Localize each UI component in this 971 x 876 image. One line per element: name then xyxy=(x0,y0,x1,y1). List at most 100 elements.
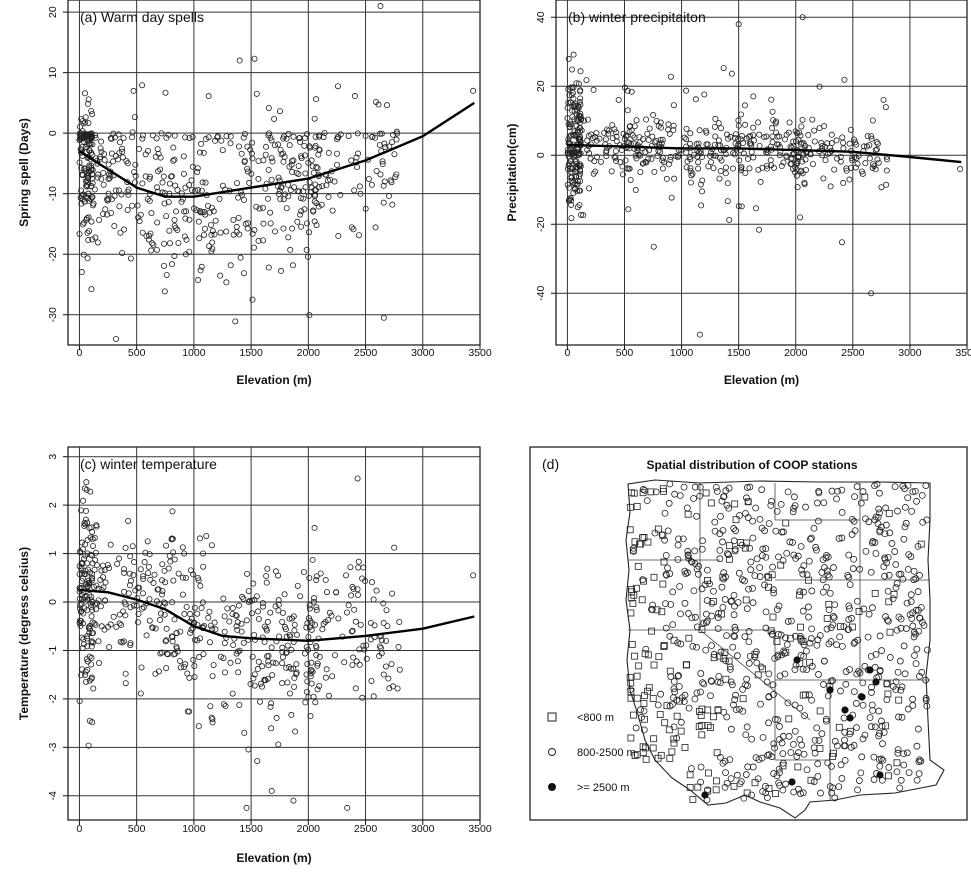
data-point xyxy=(279,680,286,687)
data-point xyxy=(208,231,215,238)
station-mid xyxy=(815,489,823,497)
station-mid xyxy=(627,686,634,694)
station-mid xyxy=(714,625,722,633)
station-mid xyxy=(746,483,754,491)
station-mid xyxy=(857,499,865,507)
data-point xyxy=(259,603,266,610)
data-point xyxy=(251,671,258,678)
data-point xyxy=(263,579,270,586)
station-mid xyxy=(922,676,930,684)
data-point xyxy=(119,148,126,155)
data-point xyxy=(697,150,704,157)
station-low xyxy=(640,700,648,707)
data-point xyxy=(139,180,146,187)
data-point xyxy=(107,621,114,628)
station-mid xyxy=(904,565,912,573)
station-low xyxy=(633,503,641,510)
station-mid xyxy=(661,509,669,517)
station-mid xyxy=(665,499,673,507)
data-point xyxy=(78,672,85,679)
station-mid xyxy=(845,573,853,581)
data-point xyxy=(769,108,776,115)
data-point xyxy=(801,181,808,188)
station-mid xyxy=(689,642,697,650)
station-low xyxy=(773,638,781,645)
station-mid xyxy=(745,628,753,635)
data-point xyxy=(264,565,271,572)
data-point xyxy=(293,661,300,668)
data-point xyxy=(324,589,331,596)
data-point xyxy=(863,143,870,150)
station-mid xyxy=(767,501,775,509)
station-mid xyxy=(758,486,766,494)
data-point xyxy=(357,621,364,628)
data-point xyxy=(649,133,656,140)
station-mid xyxy=(685,610,692,617)
x-tick-label: 2000 xyxy=(297,823,321,835)
station-mid xyxy=(806,639,814,647)
station-mid xyxy=(744,514,752,521)
data-point xyxy=(279,654,286,661)
station-mid xyxy=(854,786,861,794)
data-point xyxy=(756,226,763,233)
region-outline xyxy=(625,479,945,819)
data-point xyxy=(135,214,142,221)
station-low xyxy=(695,723,703,730)
data-point xyxy=(746,140,753,147)
data-point xyxy=(246,179,253,186)
station-mid xyxy=(757,700,764,708)
data-point xyxy=(102,579,109,586)
data-point xyxy=(188,187,195,194)
station-mid xyxy=(752,504,760,512)
data-point xyxy=(799,170,806,177)
station-mid xyxy=(812,543,820,551)
station-low xyxy=(816,745,824,752)
station-mid xyxy=(739,685,746,693)
data-point xyxy=(166,227,173,234)
data-point xyxy=(802,166,809,173)
data-point xyxy=(221,613,228,620)
data-point xyxy=(683,136,690,143)
data-point xyxy=(584,146,591,153)
data-point xyxy=(86,228,93,235)
data-point xyxy=(292,728,299,735)
data-point xyxy=(868,133,875,140)
station-mid xyxy=(828,789,836,797)
station-low xyxy=(890,591,898,598)
data-point xyxy=(623,165,630,172)
station-mid xyxy=(775,553,782,561)
data-point xyxy=(84,229,91,236)
data-point xyxy=(79,118,86,125)
station-mid xyxy=(824,553,832,561)
data-point xyxy=(738,165,745,172)
station-mid xyxy=(763,572,771,580)
data-point xyxy=(236,647,243,654)
data-point xyxy=(304,660,311,667)
outlier-point xyxy=(735,21,742,28)
data-point xyxy=(681,134,688,141)
data-point xyxy=(197,635,204,642)
data-point xyxy=(837,158,844,165)
station-mid xyxy=(810,524,818,532)
station-mid xyxy=(820,499,828,507)
data-point xyxy=(874,156,881,163)
data-point xyxy=(797,214,804,221)
data-point xyxy=(267,703,274,710)
data-point xyxy=(89,542,96,549)
station-mid xyxy=(913,645,921,653)
data-point xyxy=(78,269,85,276)
data-point xyxy=(573,80,580,87)
data-point xyxy=(151,571,158,578)
data-point xyxy=(575,80,582,87)
data-point xyxy=(125,186,132,193)
data-point xyxy=(382,144,389,151)
data-point xyxy=(345,602,352,609)
data-point xyxy=(699,177,706,184)
data-point xyxy=(624,107,631,114)
data-point xyxy=(315,203,322,210)
data-point xyxy=(360,564,367,571)
data-point xyxy=(236,701,243,708)
station-low xyxy=(627,694,635,702)
data-point xyxy=(181,208,188,215)
data-point xyxy=(220,595,227,602)
